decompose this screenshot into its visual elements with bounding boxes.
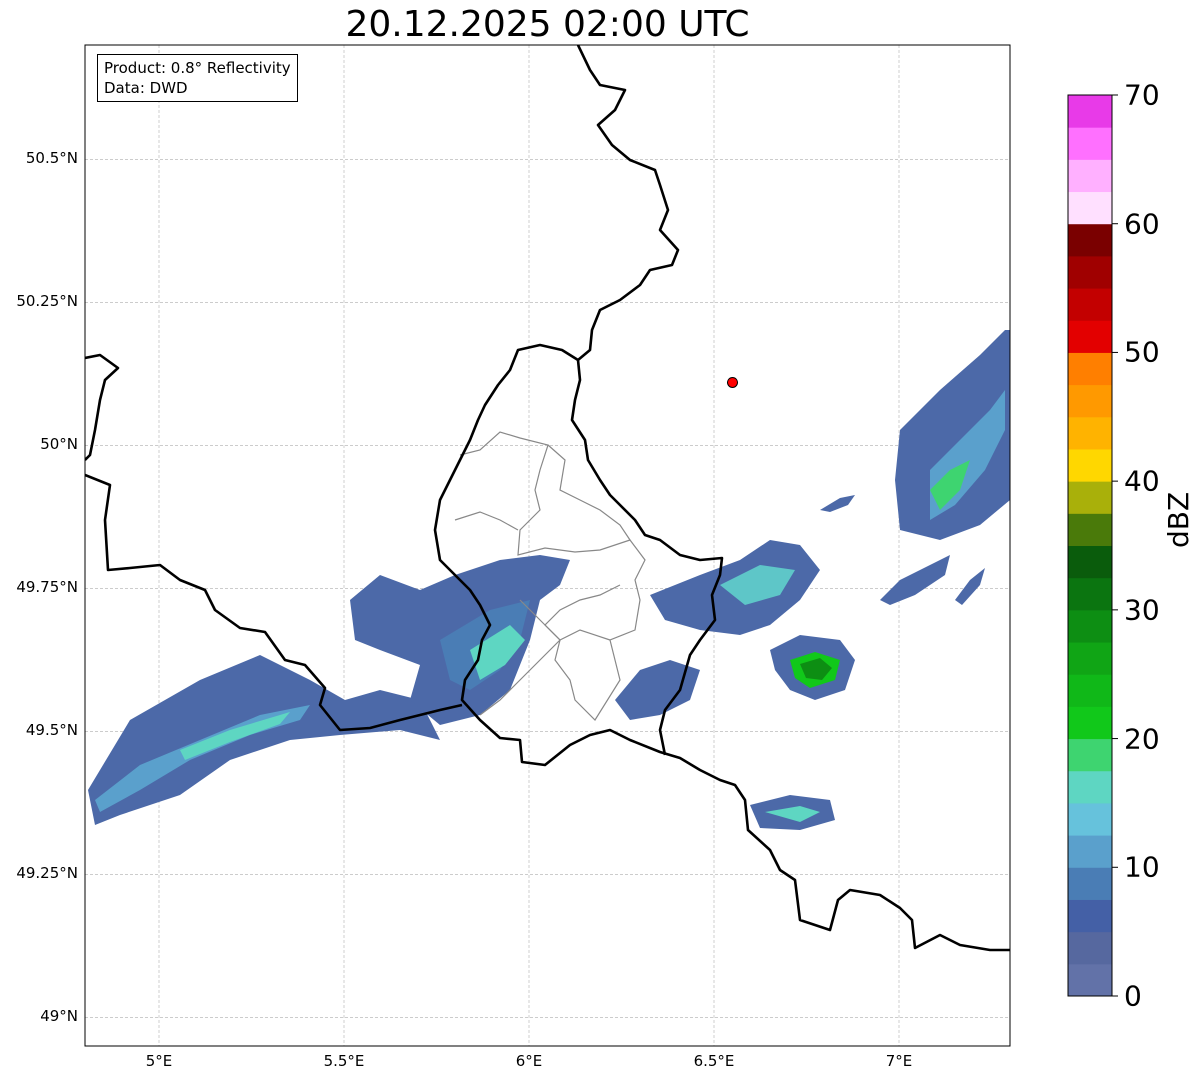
border-netherlands xyxy=(85,353,120,461)
map-title: 20.12.2025 02:00 UTC xyxy=(345,4,750,45)
lat-tick-label: 49°N xyxy=(40,1007,78,1026)
echo-cell-green-inner xyxy=(800,658,832,680)
map-frame xyxy=(84,44,1011,1047)
colorbar-tick-label: 50 xyxy=(1124,335,1160,369)
echo-streak-far-east xyxy=(955,568,985,605)
lat-tick-label: 49.5°N xyxy=(25,721,78,740)
echo-streak-east xyxy=(880,555,950,605)
regional-border-3 xyxy=(547,444,631,541)
colorbar-segment xyxy=(1068,963,1112,997)
echo-band-northeast-inner xyxy=(930,460,970,510)
echo-patch-south xyxy=(615,660,700,720)
colorbar-segment xyxy=(1068,448,1112,482)
colorbar-tick-label: 60 xyxy=(1124,207,1160,241)
lat-tick-label: 49.75°N xyxy=(16,578,78,597)
colorbar-segment xyxy=(1068,320,1112,353)
radar-site-marker[interactable] xyxy=(727,376,738,388)
colorbar-segment xyxy=(1068,577,1112,611)
colorbar-tick-label: 0 xyxy=(1124,979,1142,1013)
colorbar-segment xyxy=(1068,738,1112,772)
colorbar-segment xyxy=(1068,127,1112,160)
echo-band-central-inner xyxy=(470,625,525,680)
lat-tick-label: 49.25°N xyxy=(16,864,78,883)
colorbar-segment xyxy=(1068,706,1112,740)
echo-streak-small xyxy=(820,495,855,512)
colorbar-label: dBZ xyxy=(1162,491,1195,548)
colorbar-segment xyxy=(1068,513,1112,546)
lat-tick-label: 50°N xyxy=(40,435,78,454)
border-belgium-luxembourg-france xyxy=(433,343,1010,952)
border-belgium-germany xyxy=(570,45,724,756)
echo-band-northeast xyxy=(895,330,1010,540)
colorbar-segment xyxy=(1068,288,1112,321)
colorbar-segment xyxy=(1068,835,1112,868)
map-frame-background xyxy=(85,45,1010,1046)
colorbar-segment xyxy=(1068,931,1112,965)
product-info-box: Product: 0.8° Reflectivity Data: DWD xyxy=(97,54,298,102)
colorbar-segment xyxy=(1068,674,1112,707)
colorbar-segment xyxy=(1068,609,1112,643)
colorbar-segment xyxy=(1068,802,1112,836)
echo-patch-central-east-core xyxy=(720,565,795,605)
colorbar-segment xyxy=(1068,95,1112,128)
colorbar-segment xyxy=(1068,384,1112,418)
regional-borders xyxy=(454,431,646,721)
regional-border-5 xyxy=(559,629,611,641)
lon-tick-label: 6°E xyxy=(515,1052,543,1070)
colorbar-segment xyxy=(1068,352,1112,386)
precipitation-echoes xyxy=(88,330,1010,830)
colorbar-tick-label: 30 xyxy=(1124,593,1160,627)
colorbar-segment xyxy=(1068,899,1112,933)
echo-band-southwest-inner xyxy=(180,712,290,760)
country-borders xyxy=(85,45,1010,952)
colorbar-tick-label: 70 xyxy=(1124,78,1160,112)
lon-tick-label: 6.5°E xyxy=(693,1052,735,1070)
echo-band-southwest xyxy=(88,655,440,825)
colorbar-segment xyxy=(1068,481,1112,514)
regional-border-2 xyxy=(454,511,519,531)
lon-tick-label: 5.5°E xyxy=(323,1052,365,1070)
lon-tick-label: 5°E xyxy=(145,1052,173,1070)
colorbar xyxy=(1067,94,1118,997)
colorbar-segment xyxy=(1068,770,1112,804)
colorbar-segment xyxy=(1068,416,1112,450)
colorbar-segment xyxy=(1068,191,1112,225)
colorbar-frame xyxy=(1067,94,1113,997)
colorbar-segment xyxy=(1068,223,1112,257)
echo-patch-far-south-core xyxy=(765,806,820,822)
colorbar-segment xyxy=(1068,642,1112,675)
colorbar-segment xyxy=(1068,159,1112,193)
product-label: Product: 0.8° Reflectivity xyxy=(104,59,291,77)
lat-tick-label: 50.5°N xyxy=(25,149,78,168)
colorbar-segment xyxy=(1068,255,1112,289)
data-source-label: Data: DWD xyxy=(104,79,188,97)
lon-tick-label: 7°E xyxy=(885,1052,913,1070)
colorbar-segment xyxy=(1068,545,1112,579)
colorbar-segment xyxy=(1068,867,1112,900)
colorbar-tick-label: 40 xyxy=(1124,464,1160,498)
lat-tick-label: 50.25°N xyxy=(16,292,78,311)
border-belgium-france-west xyxy=(85,473,463,732)
colorbar-tick-label: 10 xyxy=(1124,850,1160,884)
colorbar-tick-label: 20 xyxy=(1124,722,1160,756)
regional-border-4 xyxy=(479,599,561,716)
